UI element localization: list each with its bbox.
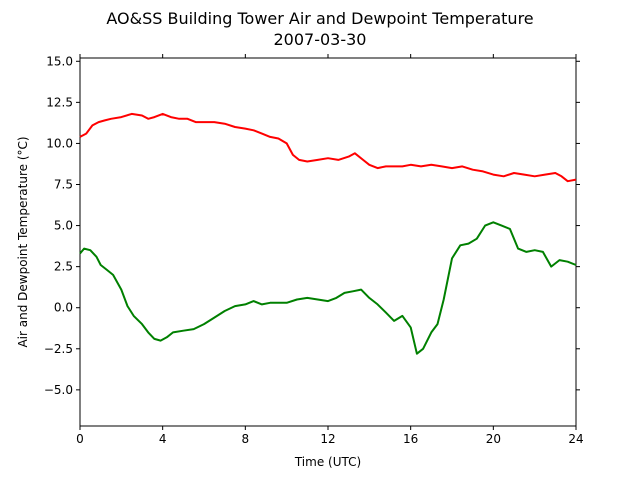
x-tick-label: 20 [486, 432, 501, 446]
series-layer [79, 112, 577, 355]
y-tick-label: 2.5 [54, 260, 73, 274]
chart-title: AO&SS Building Tower Air and Dewpoint Te… [106, 9, 533, 28]
x-tick-label: 0 [76, 432, 84, 446]
y-tick-label: 5.0 [54, 219, 73, 233]
y-tick-label: 0.0 [54, 301, 73, 315]
x-tick-label: 8 [242, 432, 250, 446]
plot-area: 0 4 8 12 16 20 24 −5.0 −2.5 0.0 2.5 5.0 7.5 10.0 12.5… [44, 54, 584, 446]
series-line-0 [79, 112, 577, 183]
x-axis: 0 4 8 12 16 20 24 [76, 54, 584, 446]
y-tick-label: 15.0 [46, 54, 73, 68]
y-tick-label: −5.0 [44, 383, 73, 397]
x-tick-label: 12 [320, 432, 335, 446]
y-tick-label: 10.0 [46, 136, 73, 150]
x-axis-label: Time (UTC) [294, 455, 361, 469]
y-axis: −5.0 −2.5 0.0 2.5 5.0 7.5 10.0 12.5 15.0 [44, 54, 580, 397]
x-tick-label: 16 [403, 432, 418, 446]
series-line-1 [79, 221, 577, 355]
y-tick-label: −2.5 [44, 342, 73, 356]
x-tick-label: 24 [568, 432, 583, 446]
y-tick-label: 12.5 [46, 95, 73, 109]
chart-subtitle: 2007-03-30 [274, 30, 367, 49]
y-tick-label: 7.5 [54, 178, 73, 192]
y-axis-label: Air and Dewpoint Temperature (°C) [16, 136, 30, 347]
x-tick-label: 4 [159, 432, 167, 446]
